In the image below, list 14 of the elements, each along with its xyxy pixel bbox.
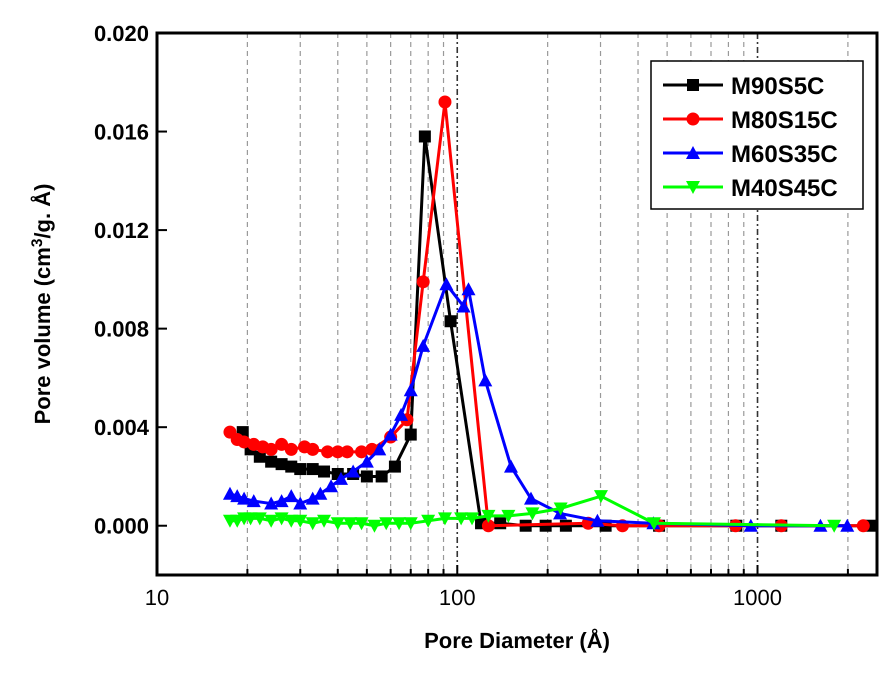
y-tick-label: 0.020 bbox=[94, 21, 149, 46]
y-tick-label: 0.008 bbox=[94, 316, 149, 342]
x-tick-label: 100 bbox=[438, 585, 476, 610]
x-tick-label: 10 bbox=[144, 585, 170, 610]
y-tick-label: 0.004 bbox=[94, 415, 150, 440]
x-axis-title: Pore Diameter (Å) bbox=[424, 628, 610, 653]
y-tick-label: 0.012 bbox=[94, 218, 149, 244]
x-tick-label: 1000 bbox=[733, 585, 782, 610]
legend-label: M90S5C bbox=[731, 73, 824, 100]
legend-label: M40S45C bbox=[731, 175, 838, 202]
legend-label: M80S15C bbox=[731, 107, 838, 134]
legend-label: M60S35C bbox=[731, 141, 838, 168]
y-tick-label: 0.016 bbox=[94, 120, 149, 145]
y-tick-label: 0.000 bbox=[94, 514, 149, 539]
